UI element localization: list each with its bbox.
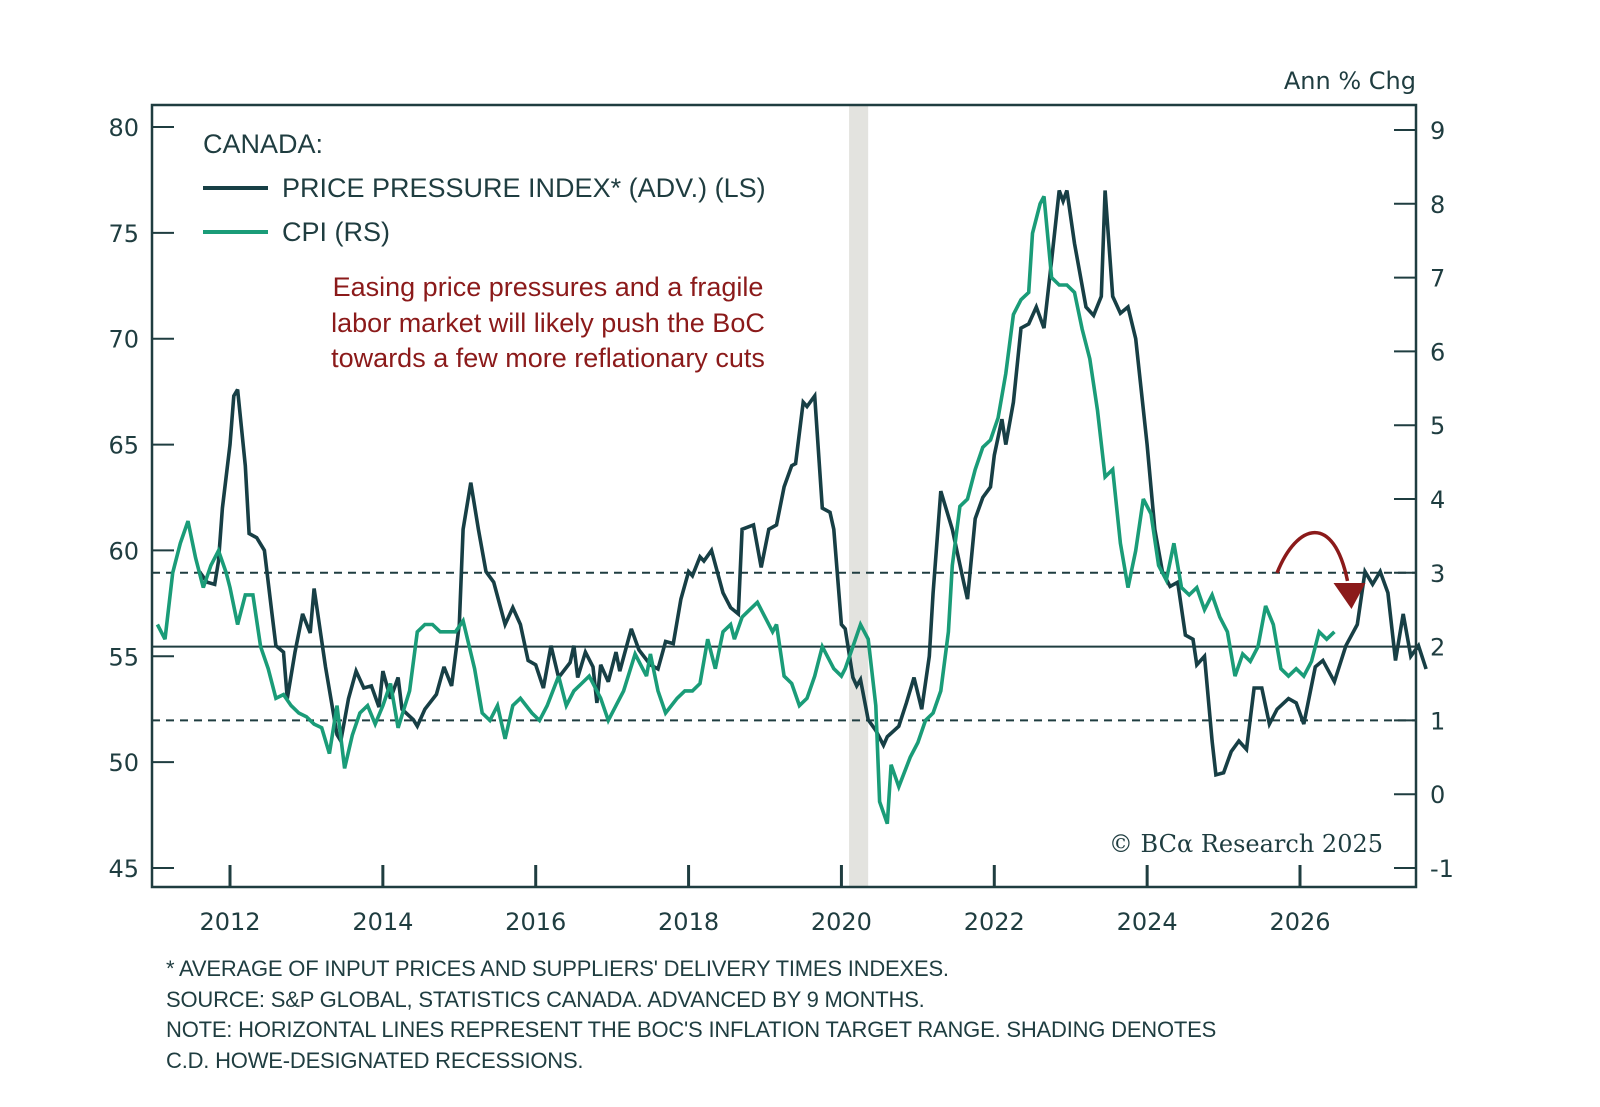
x-tick-label: 2026 (1269, 908, 1330, 936)
left-tick-label: 60 (108, 537, 139, 565)
arrow-curve (1275, 531, 1350, 582)
left-tick-label: 80 (108, 114, 139, 142)
annotation-line-1: Easing price pressures and a fragile (333, 272, 764, 302)
series-layer (155, 189, 1428, 825)
right-tick-label: 5 (1430, 412, 1445, 440)
footnote-source: SOURCE: S&P GLOBAL, STATISTICS CANADA. A… (166, 986, 925, 1012)
right-tick-label: 9 (1430, 117, 1445, 145)
right-tick-label: 1 (1430, 707, 1445, 735)
footnotes: * AVERAGE OF INPUT PRICES AND SUPPLIERS'… (166, 954, 1466, 1076)
x-tick-label: 2014 (352, 908, 413, 936)
copyright-text: © BCα Research 2025 (1109, 830, 1383, 858)
x-tick-label: 2020 (811, 908, 872, 936)
right-tick-label: -1 (1430, 855, 1454, 883)
left-tick-label: 70 (108, 326, 139, 354)
legend-label-cpi: CPI (RS) (282, 217, 390, 247)
x-tick-label: 2018 (658, 908, 719, 936)
left-tick-label: 50 (108, 749, 139, 777)
left-tick-label: 75 (108, 220, 139, 248)
annotation-line-2: labor market will likely push the BoC (331, 308, 765, 338)
arrow-head-icon (1333, 582, 1366, 609)
right-tick-label: 0 (1430, 781, 1445, 809)
right-tick-label: 8 (1430, 191, 1445, 219)
left-tick-label: 45 (108, 855, 139, 883)
plot-frame (150, 103, 1418, 889)
x-tick-label: 2022 (964, 908, 1025, 936)
right-tick-label: 2 (1430, 634, 1445, 662)
right-tick-label: 4 (1430, 486, 1445, 514)
reference-lines-layer (152, 571, 1416, 722)
footnote-note-cont: C.D. HOWE-DESIGNATED RECESSIONS. (166, 1047, 584, 1073)
x-tick-label: 2016 (505, 908, 566, 936)
series-line-price-pressure (197, 189, 1428, 778)
x-tick-label: 2024 (1117, 908, 1178, 936)
left-tick-label: 65 (108, 432, 139, 460)
right-tick-label: 7 (1430, 265, 1445, 293)
series-line-cpi (155, 195, 1336, 825)
legend-label-price-pressure: PRICE PRESSURE INDEX* (ADV.) (LS) (282, 173, 766, 203)
legend-title: CANADA: (203, 129, 323, 159)
left-tick-label: 55 (108, 643, 139, 671)
arrow-annotation (1275, 531, 1366, 609)
recession-shading-layer (849, 105, 869, 887)
footnote-note: NOTE: HORIZONTAL LINES REPRESENT THE BOC… (166, 1017, 1217, 1042)
annotation-line-3: towards a few more reflationary cuts (331, 343, 765, 373)
right-tick-label: 3 (1430, 560, 1445, 588)
x-tick-label: 2012 (199, 908, 260, 936)
right-tick-label: 6 (1430, 338, 1445, 366)
right-axis-label: Ann % Chg (1284, 67, 1416, 95)
footnote-asterisk: * AVERAGE OF INPUT PRICES AND SUPPLIERS'… (166, 956, 949, 981)
recession-shade (849, 105, 869, 887)
